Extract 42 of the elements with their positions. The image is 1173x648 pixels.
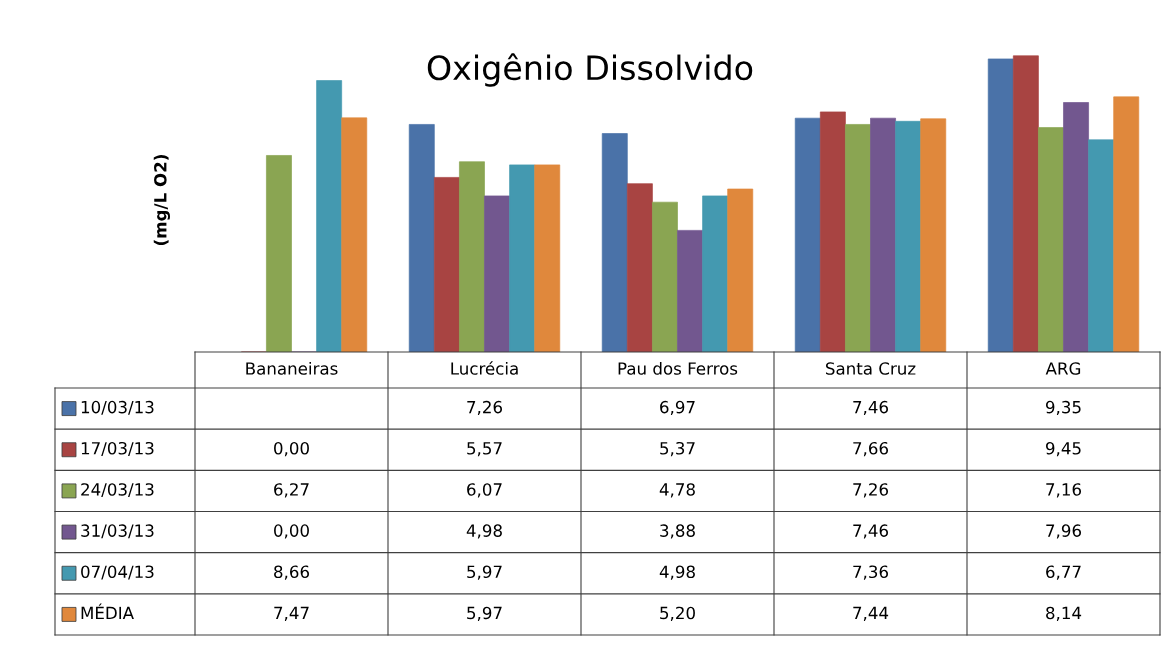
data-label: 9,35 xyxy=(1045,400,1081,416)
x-tick-label: Santa Cruz xyxy=(826,362,916,375)
legend-label: 10/03/13 xyxy=(81,400,154,415)
data-label: 6,07 xyxy=(467,483,502,498)
x-tick-label: ARG xyxy=(1045,362,1081,375)
data-label: 5,97 xyxy=(467,565,502,580)
data-label: 4,98 xyxy=(466,524,502,539)
data-label: 7,16 xyxy=(1046,483,1082,498)
data-label: 0,00 xyxy=(274,524,309,539)
data-label: 6,77 xyxy=(1046,565,1081,580)
data-label: 7,46 xyxy=(853,400,889,416)
data-label: 9,45 xyxy=(1045,441,1081,457)
data-label: 3,88 xyxy=(660,524,695,539)
data-label: 5,20 xyxy=(660,606,695,621)
data-label: 7,47 xyxy=(274,606,309,621)
x-tick-label: Lucrécia xyxy=(451,361,518,375)
data-label: 7,96 xyxy=(1046,524,1082,539)
data-label: 0,00 xyxy=(274,441,309,457)
data-label: 8,14 xyxy=(1046,606,1082,621)
data-label: 5,97 xyxy=(467,606,502,621)
data-label: 7,26 xyxy=(853,483,889,498)
legend-label: 31/03/13 xyxy=(81,524,154,539)
legend-label: 17/03/13 xyxy=(81,441,154,456)
data-label: 7,44 xyxy=(853,606,889,621)
data-label: 7,26 xyxy=(467,400,503,416)
data-label: 7,66 xyxy=(853,441,889,457)
x-tick-label: Bananeiras xyxy=(246,361,338,375)
legend-label: 07/04/13 xyxy=(81,565,154,580)
data-label: 6,27 xyxy=(274,483,309,498)
data-label: 4,78 xyxy=(659,483,695,498)
data-label: 5,37 xyxy=(660,441,695,457)
legend-label: 24/03/13 xyxy=(81,483,154,498)
data-label: 5,57 xyxy=(467,442,502,457)
data-label: 4,98 xyxy=(659,565,695,580)
chart-title: Oxigênio Dissolvido xyxy=(427,53,753,87)
data-label: 7,46 xyxy=(853,524,889,539)
data-label: 7,36 xyxy=(853,565,889,580)
data-label: 8,66 xyxy=(274,565,310,580)
y-axis-title: (mg/L O2) xyxy=(153,155,170,245)
data-label: 6,97 xyxy=(660,400,695,416)
x-tick-label: Pau dos Ferros xyxy=(618,361,738,375)
legend-label: MÉDIA xyxy=(81,603,134,620)
